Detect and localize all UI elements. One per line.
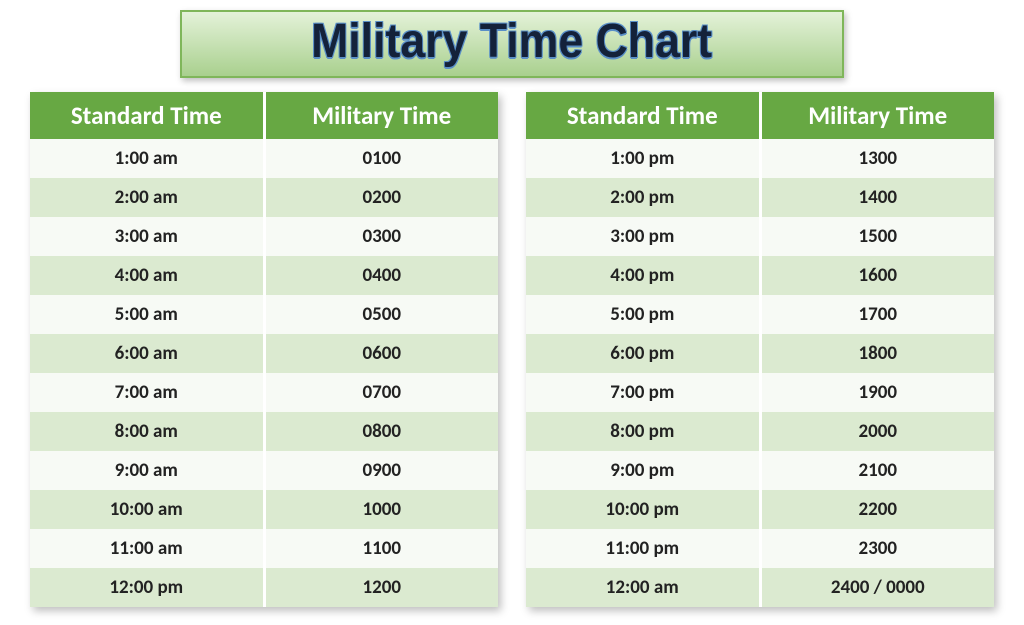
cell-standard: 9:00 am [30,451,264,490]
cell-standard: 9:00 pm [526,451,760,490]
table-row: 4:00 am0400 [30,256,498,295]
cell-military: 0600 [264,334,498,373]
cell-military: 1600 [760,256,994,295]
chart-title: Military Time Chart [311,18,712,66]
col-header-standard: Standard Time [526,92,760,139]
cell-military: 0500 [264,295,498,334]
table-row: 12:00 am2400 / 0000 [526,568,994,607]
cell-standard: 3:00 am [30,217,264,256]
cell-standard: 6:00 am [30,334,264,373]
cell-standard: 3:00 pm [526,217,760,256]
cell-standard: 2:00 pm [526,178,760,217]
table-row: 9:00 pm2100 [526,451,994,490]
table-row: 3:00 pm1500 [526,217,994,256]
cell-standard: 12:00 am [526,568,760,607]
time-table-am: Standard Time Military Time 1:00 am0100 … [30,92,498,607]
cell-military: 1200 [264,568,498,607]
table-row: 5:00 am0500 [30,295,498,334]
cell-standard: 11:00 am [30,529,264,568]
table-row: 3:00 am0300 [30,217,498,256]
table-row: 1:00 pm1300 [526,139,994,178]
cell-military: 2200 [760,490,994,529]
cell-standard: 10:00 pm [526,490,760,529]
table-row: 8:00 pm2000 [526,412,994,451]
cell-military: 1900 [760,373,994,412]
cell-military: 0900 [264,451,498,490]
cell-standard: 6:00 pm [526,334,760,373]
cell-military: 0200 [264,178,498,217]
table-row: 5:00 pm1700 [526,295,994,334]
cell-military: 0300 [264,217,498,256]
cell-standard: 7:00 pm [526,373,760,412]
table-row: 6:00 am0600 [30,334,498,373]
cell-military: 1700 [760,295,994,334]
cell-military: 1000 [264,490,498,529]
cell-standard: 2:00 am [30,178,264,217]
cell-military: 1800 [760,334,994,373]
cell-standard: 8:00 pm [526,412,760,451]
table-row: 2:00 am0200 [30,178,498,217]
cell-standard: 4:00 am [30,256,264,295]
cell-standard: 7:00 am [30,373,264,412]
cell-standard: 12:00 pm [30,568,264,607]
table-row: 11:00 pm2300 [526,529,994,568]
chart-container: Military Time Chart Standard Time Milita… [0,0,1024,625]
cell-standard: 4:00 pm [526,256,760,295]
cell-military: 0100 [264,139,498,178]
cell-military: 2400 / 0000 [760,568,994,607]
col-header-military: Military Time [264,92,498,139]
cell-military: 2300 [760,529,994,568]
cell-military: 1500 [760,217,994,256]
cell-standard: 10:00 am [30,490,264,529]
cell-military: 1300 [760,139,994,178]
cell-standard: 5:00 am [30,295,264,334]
table-row: 12:00 pm1200 [30,568,498,607]
table-header-row: Standard Time Military Time [526,92,994,139]
col-header-standard: Standard Time [30,92,264,139]
cell-military: 0400 [264,256,498,295]
cell-military: 0800 [264,412,498,451]
cell-military: 1400 [760,178,994,217]
cell-military: 2000 [760,412,994,451]
table-row: 10:00 am1000 [30,490,498,529]
col-header-military: Military Time [760,92,994,139]
table-row: 2:00 pm1400 [526,178,994,217]
title-banner: Military Time Chart [180,10,844,78]
table-row: 4:00 pm1600 [526,256,994,295]
cell-standard: 1:00 am [30,139,264,178]
cell-standard: 1:00 pm [526,139,760,178]
table-row: 10:00 pm2200 [526,490,994,529]
cell-military: 2100 [760,451,994,490]
table-header-row: Standard Time Military Time [30,92,498,139]
table-row: 9:00 am0900 [30,451,498,490]
cell-standard: 5:00 pm [526,295,760,334]
time-table-pm: Standard Time Military Time 1:00 pm1300 … [526,92,994,607]
cell-standard: 11:00 pm [526,529,760,568]
table-row: 7:00 pm1900 [526,373,994,412]
tables-row: Standard Time Military Time 1:00 am0100 … [30,92,994,607]
table-row: 8:00 am0800 [30,412,498,451]
table-row: 1:00 am0100 [30,139,498,178]
cell-military: 0700 [264,373,498,412]
table-row: 11:00 am1100 [30,529,498,568]
cell-standard: 8:00 am [30,412,264,451]
table-row: 7:00 am0700 [30,373,498,412]
table-row: 6:00 pm1800 [526,334,994,373]
cell-military: 1100 [264,529,498,568]
